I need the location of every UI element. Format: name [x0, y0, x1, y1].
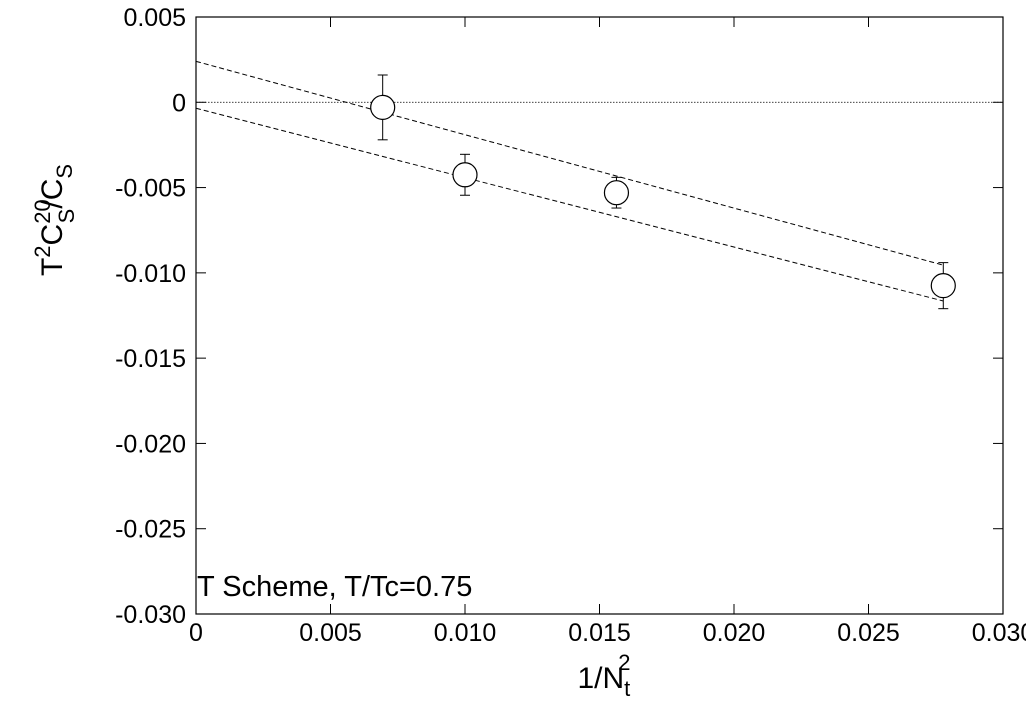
- data-point-1: [370, 74, 396, 141]
- x-axis-label-sub: t: [624, 676, 630, 701]
- y-tick-label: -0.020: [115, 430, 186, 458]
- x-axis-label: 1/Nt2: [577, 650, 630, 701]
- y-axis-label-prefix: T: [36, 258, 69, 276]
- fit-line-1: [195, 60, 944, 266]
- data-point-2: [452, 153, 478, 196]
- point-marker: [370, 94, 396, 121]
- y-tick-label: -0.015: [115, 345, 186, 373]
- data-point-4: [930, 262, 956, 310]
- tick-labels-group: 00.0050.0100.0150.0200.0250.0300.0050-0.…: [115, 4, 1026, 647]
- data-point-3: [603, 176, 630, 209]
- x-tick-label: 0.025: [837, 619, 900, 647]
- annotation-label: T Scheme, T/Tc=0.75: [197, 571, 472, 603]
- x-axis-label-sup: 2: [618, 650, 630, 675]
- x-tick-label: 0.015: [568, 619, 631, 647]
- plot-frame-group: [195, 16, 1004, 615]
- x-tick-label: 0.005: [299, 619, 362, 647]
- x-axis-label-base: 1/N: [577, 662, 624, 695]
- y-axis-label-mid-sup: 20: [30, 199, 55, 223]
- y-tick-label: 0: [172, 89, 186, 117]
- x-tick-label: 0: [189, 619, 203, 647]
- fit-line-2: [195, 107, 944, 302]
- fit-lines-group: [195, 60, 944, 302]
- y-axis-label-prefix-sup: 2: [30, 245, 55, 257]
- y-axis-label: T2C20S/CS: [30, 164, 79, 276]
- x-tick-label: 0.020: [703, 619, 766, 647]
- x-tick-label: 0.010: [434, 619, 497, 647]
- y-tick-label: 0.005: [123, 4, 186, 32]
- point-marker: [603, 180, 630, 206]
- points-group: [370, 74, 956, 310]
- plot-frame: [195, 16, 1004, 615]
- y-axis-label-suffix: /C: [36, 179, 69, 209]
- y-tick-label: -0.030: [115, 601, 186, 629]
- y-axis-label-mid-sub: S: [54, 209, 79, 224]
- point-marker: [930, 273, 956, 299]
- x-tick-label: 0.030: [972, 619, 1026, 647]
- point-marker: [452, 162, 478, 188]
- y-tick-label: -0.025: [115, 516, 186, 544]
- y-tick-label: -0.010: [115, 260, 186, 288]
- y-axis-label-suffix-sub: S: [52, 164, 77, 179]
- y-tick-label: -0.005: [115, 175, 186, 203]
- ticks-group: [195, 16, 1004, 615]
- y-axis-label-mid: C: [36, 224, 69, 246]
